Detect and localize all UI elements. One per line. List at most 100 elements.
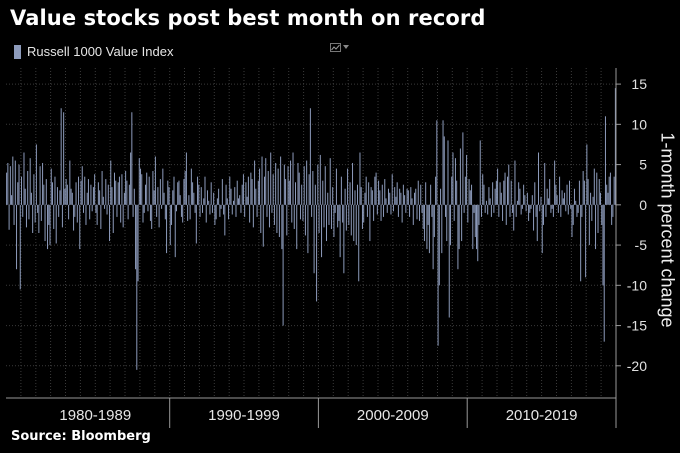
bar-78: [102, 196, 104, 205]
bar-490: [613, 176, 615, 205]
bar-151: [193, 192, 195, 205]
bar-458: [573, 188, 575, 205]
bar-158: [202, 204, 204, 213]
bar-461: [577, 204, 579, 213]
axes: 15 10 5 0 -5 -10 -15 -20 1980-1989 1990-1999 2000-…: [6, 68, 647, 428]
bar-36: [50, 168, 52, 205]
bar-328: [412, 204, 414, 225]
bar-30: [43, 184, 45, 205]
bar-311: [391, 174, 393, 205]
bar-312: [392, 204, 394, 212]
bar-299: [376, 204, 378, 215]
bar-375: [471, 184, 473, 205]
bar-6: [13, 204, 15, 225]
bar-374: [469, 190, 471, 205]
bar-10: [18, 164, 20, 205]
bar-292: [368, 182, 370, 205]
bar-278: [350, 204, 352, 236]
bar-23: [34, 204, 36, 223]
bar-329: [414, 192, 416, 205]
bar-125: [161, 204, 163, 209]
bar-26: [38, 204, 40, 233]
bar-356: [447, 140, 449, 205]
bar-438: [549, 179, 551, 205]
bar-252: [318, 204, 320, 233]
bar-240: [303, 166, 305, 205]
source-note: Source: Bloomberg: [11, 429, 151, 444]
bar-29: [42, 162, 44, 205]
bar-74: [97, 182, 99, 205]
bar-149: [190, 168, 192, 205]
bar-127: [163, 192, 165, 205]
bar-148: [189, 204, 191, 220]
bar-470: [588, 204, 590, 246]
bar-287: [361, 204, 363, 229]
bar-76: [100, 204, 102, 229]
legend[interactable]: Russell 1000 Value Index: [14, 44, 173, 59]
bar-441: [552, 204, 554, 217]
bar-382: [479, 140, 481, 205]
bar-393: [493, 204, 495, 213]
bar-205: [260, 204, 262, 233]
bar-361: [453, 204, 455, 221]
bar-141: [180, 204, 182, 217]
bar-92: [120, 204, 122, 223]
bar-487: [609, 172, 611, 205]
bar-387: [485, 200, 487, 205]
bar-486: [608, 176, 610, 205]
bar-106: [137, 204, 139, 282]
bar-277: [349, 182, 351, 205]
bar-135: [173, 176, 175, 205]
bar-143: [183, 179, 185, 205]
bar-399: [500, 192, 502, 205]
bar-423: [530, 204, 532, 209]
bar-8: [16, 204, 18, 270]
bar-112: [144, 184, 146, 205]
bar-430: [539, 204, 541, 212]
bar-82: [107, 184, 109, 205]
bar-380: [477, 204, 479, 262]
bar-61: [81, 166, 83, 205]
bar-202: [256, 204, 258, 217]
bar-204: [259, 168, 261, 205]
bar-2: [8, 204, 10, 230]
bar-5: [12, 156, 14, 205]
bar-33: [47, 204, 49, 250]
bar-245: [309, 108, 311, 205]
bar-335: [421, 204, 423, 213]
bar-255: [322, 180, 324, 205]
bar-372: [467, 204, 469, 223]
bar-365: [458, 204, 460, 250]
bar-455: [570, 204, 572, 209]
bar-12: [21, 176, 22, 205]
bar-370: [464, 176, 466, 205]
bar-448: [561, 190, 563, 205]
bar-367: [461, 204, 463, 242]
bar-306: [385, 198, 387, 205]
bar-294: [370, 187, 372, 205]
bar-419: [525, 204, 527, 212]
bar-168: [214, 204, 216, 225]
bar-391: [490, 204, 492, 217]
bar-256: [323, 204, 325, 228]
bar-421: [528, 204, 530, 221]
bar-353: [443, 136, 445, 205]
bar-464: [581, 204, 583, 217]
bar-285: [359, 152, 361, 205]
bar-347: [436, 120, 438, 205]
bar-323: [406, 188, 408, 205]
bar-122: [157, 187, 159, 205]
bar-242: [306, 160, 308, 205]
bar-31: [44, 204, 46, 242]
bar-369: [463, 204, 465, 213]
bar-460: [576, 204, 578, 217]
bar-344: [432, 204, 434, 270]
chart-type-button[interactable]: [330, 40, 352, 54]
bar-366: [459, 148, 461, 205]
bar-37: [51, 182, 53, 205]
bar-368: [462, 132, 464, 205]
bar-357: [448, 204, 450, 318]
bar-425: [533, 204, 535, 231]
bar-422: [529, 204, 531, 213]
